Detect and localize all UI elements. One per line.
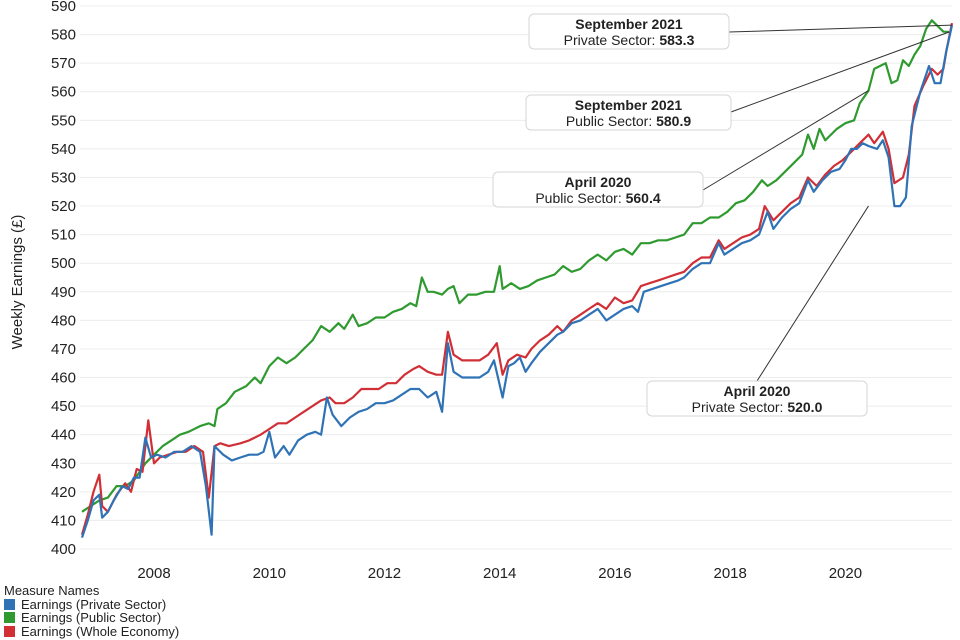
annotation-box: [646, 380, 868, 417]
annotation-value: 560.4: [626, 190, 661, 206]
legend-label-whole: Earnings (Whole Economy): [21, 623, 180, 639]
annotation-label: Private Sector:: [564, 32, 660, 48]
annotation-value: 580.9: [656, 113, 691, 129]
annotation-text: Public Sector: 560.4: [535, 190, 661, 206]
legend-swatch-private: [4, 598, 15, 610]
y-tick-label: 470: [51, 341, 76, 358]
series-lines: [80, 19, 954, 538]
y-tick-label: 530: [51, 169, 76, 186]
annotation-leader: [730, 31, 950, 113]
legend-swatch-public: [4, 612, 15, 624]
x-tick-label: 2012: [368, 565, 401, 582]
annotation-text: Private Sector: 520.0: [692, 399, 823, 415]
annotation-leader: [702, 90, 869, 191]
y-tick-label: 400: [51, 541, 76, 558]
annotation-label: Public Sector:: [535, 190, 625, 206]
x-tick-label: 2008: [137, 565, 170, 582]
x-axis-ticks: 2008 2010 2012 2014 2016 2018 2020: [137, 565, 862, 582]
x-tick-label: 2020: [829, 565, 862, 582]
annotation-label: Public Sector:: [566, 113, 656, 129]
y-tick-label: 580: [51, 27, 76, 44]
legend-item-private[interactable]: Earnings (Private Sector): [4, 596, 179, 612]
annotation-leader: [756, 205, 869, 382]
y-tick-label: 560: [51, 84, 76, 101]
annotation-title: September 2021: [575, 97, 683, 113]
legend-item-whole[interactable]: Earnings (Whole Economy): [4, 623, 180, 639]
annotation-box: [525, 94, 732, 131]
y-tick-label: 490: [51, 284, 76, 301]
annotation-value: 520.0: [787, 399, 822, 415]
series-line-private[interactable]: [80, 24, 954, 538]
y-tick-label: 540: [51, 141, 76, 158]
legend-label-private: Earnings (Private Sector): [21, 596, 167, 612]
annotation-box: [492, 171, 704, 208]
y-tick-label: 440: [51, 427, 76, 444]
y-tick-label: 410: [51, 512, 76, 529]
y-tick-label: 460: [51, 370, 76, 387]
annotation-text: Public Sector: 580.9: [566, 113, 692, 129]
y-tick-label: 500: [51, 255, 76, 272]
series-line-whole[interactable]: [80, 22, 954, 536]
y-tick-label: 480: [51, 312, 76, 329]
annotation-title: April 2020: [724, 383, 791, 399]
y-axis-label: Weekly Earnings (£): [9, 215, 26, 350]
y-tick-label: 550: [51, 112, 76, 129]
annotation-title: April 2020: [565, 174, 632, 190]
x-tick-label: 2016: [598, 565, 631, 582]
series-line-public[interactable]: [81, 19, 950, 513]
y-tick-label: 510: [51, 227, 76, 244]
x-tick-label: 2010: [253, 565, 286, 582]
legend-label-public: Earnings (Public Sector): [21, 610, 162, 625]
x-tick-label: 2014: [483, 565, 516, 582]
y-tick-label: 420: [51, 484, 76, 501]
legend-title: Measure Names: [4, 583, 100, 598]
legend-swatch-whole: [4, 625, 15, 637]
annotation-leader: [728, 24, 953, 33]
annotation-label: Private Sector:: [692, 399, 788, 415]
y-tick-label: 570: [51, 55, 76, 72]
y-axis-ticks: 400 410 420 430 440 450 460 470 480 490 500 510 520 5…: [51, 0, 76, 558]
annotation-value: 583.3: [659, 32, 694, 48]
gridlines: [80, 5, 952, 550]
y-tick-label: 450: [51, 398, 76, 415]
x-tick-label: 2018: [713, 565, 746, 582]
legend: Measure Names Earnings (Private Sector) …: [4, 584, 179, 638]
y-tick-label: 590: [51, 0, 76, 15]
y-tick-label: 520: [51, 198, 76, 215]
annotation-text: Private Sector: 583.3: [564, 32, 695, 48]
annotation-box: [528, 13, 730, 50]
y-tick-label: 430: [51, 455, 76, 472]
legend-item-public[interactable]: Earnings (Public Sector): [4, 611, 179, 625]
annotation-title: September 2021: [575, 16, 683, 32]
